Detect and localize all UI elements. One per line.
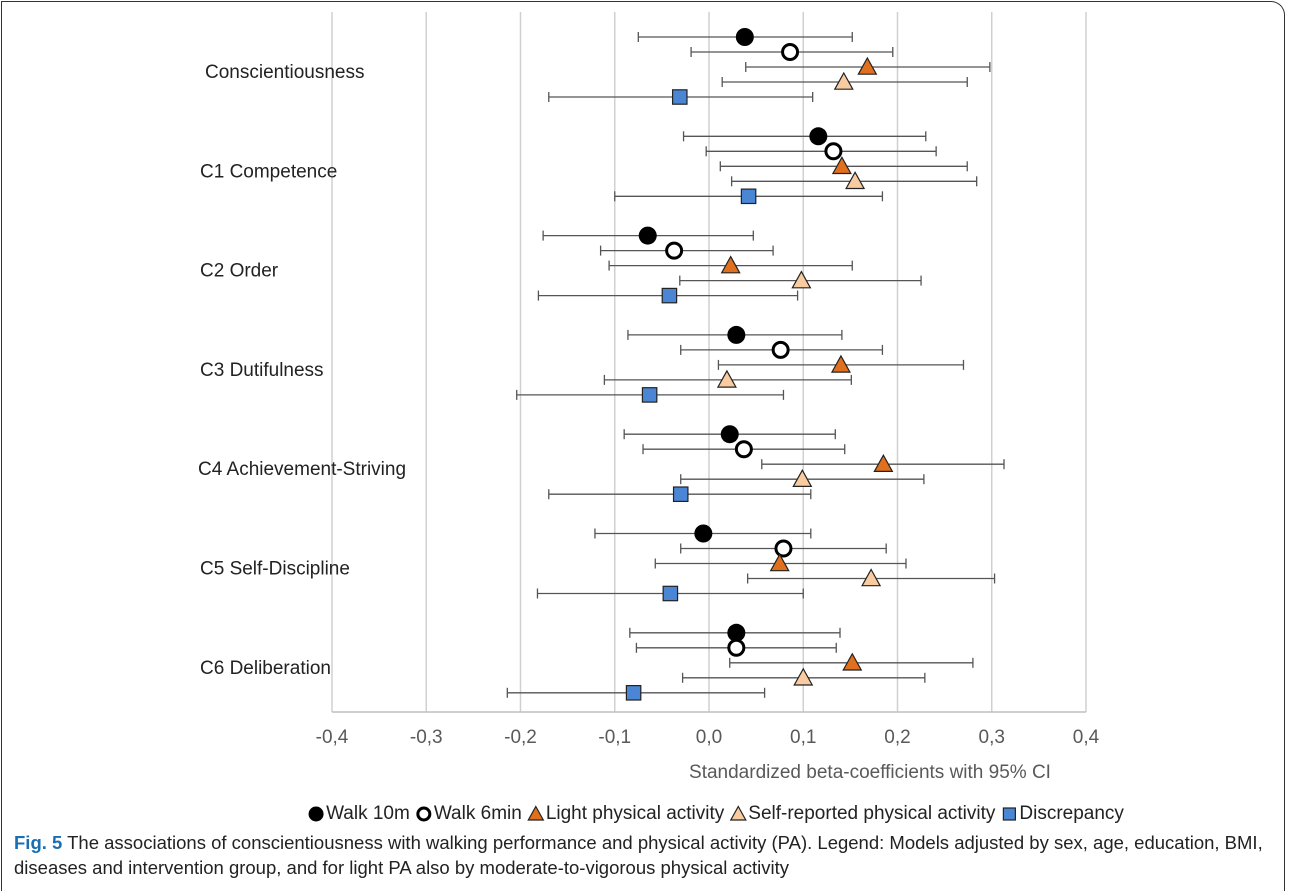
x-tick-label: 0,3 — [979, 727, 1005, 748]
legend-label: Light physical activity — [546, 803, 725, 824]
point — [833, 71, 854, 90]
point — [842, 652, 863, 671]
point — [661, 287, 678, 304]
x-tick-label: 0,1 — [790, 727, 816, 748]
caption-text: The associations of conscientiousness wi… — [14, 832, 1263, 878]
point — [735, 28, 754, 46]
point — [694, 524, 713, 543]
point — [793, 667, 814, 686]
legend-label: Self-reported physical activity — [748, 803, 996, 824]
chart: Standardized beta-coefficients with 95% … — [198, 12, 1124, 824]
point — [716, 369, 737, 388]
point — [740, 188, 757, 205]
point — [638, 226, 657, 245]
caption: Fig. 5 The associations of conscientious… — [14, 830, 1279, 880]
legend-marker — [1002, 807, 1016, 821]
point — [857, 56, 878, 75]
legend-marker — [527, 805, 545, 821]
point — [781, 43, 800, 61]
point — [720, 425, 739, 444]
x-axis-title: Standardized beta-coefficients with 95% … — [689, 762, 1051, 783]
point — [625, 684, 642, 701]
point — [792, 468, 813, 487]
category-label: C6 Deliberation — [200, 658, 331, 679]
point — [662, 585, 679, 602]
category-label: C4 Achievement-Striving — [198, 459, 406, 480]
point — [671, 89, 688, 105]
legend-marker — [308, 806, 324, 822]
figure-label: Fig. 5 — [14, 832, 63, 853]
point — [831, 156, 852, 175]
point — [845, 171, 866, 190]
legend-label: Discrepancy — [1019, 803, 1124, 824]
category-label: C2 Order — [200, 261, 279, 282]
point — [791, 270, 812, 289]
category-label: C1 Competence — [200, 161, 337, 182]
point — [734, 440, 753, 459]
legend-marker — [416, 806, 432, 822]
x-tick-label: -0,4 — [316, 727, 349, 748]
legend: Walk 10m Walk 6min Light physical activity… — [308, 803, 1124, 824]
x-tick-label: -0,2 — [504, 727, 537, 748]
point — [861, 568, 882, 587]
point — [665, 241, 684, 260]
x-tick-label: 0,0 — [696, 727, 722, 748]
x-tick-label: -0,1 — [598, 727, 631, 748]
point — [641, 387, 658, 403]
point — [774, 539, 793, 558]
point — [769, 553, 790, 572]
point — [727, 623, 746, 642]
category-label: C3 Dutifulness — [200, 360, 324, 381]
point — [727, 638, 746, 657]
category-label: C5 Self-Discipline — [200, 559, 350, 580]
legend-label: Walk 6min — [434, 803, 522, 824]
point — [809, 127, 828, 146]
x-tick-label: 0,2 — [884, 727, 910, 748]
x-tick-label: -0,3 — [410, 727, 443, 748]
point — [727, 325, 746, 344]
point — [830, 354, 851, 373]
point — [720, 255, 741, 274]
point — [873, 453, 894, 472]
point — [771, 340, 790, 359]
x-tick-label: 0,4 — [1073, 727, 1100, 748]
point — [672, 486, 689, 502]
category-label: Conscientiousness — [205, 62, 364, 83]
legend-marker — [729, 805, 747, 821]
point — [824, 142, 843, 161]
legend-label: Walk 10m — [326, 803, 410, 824]
